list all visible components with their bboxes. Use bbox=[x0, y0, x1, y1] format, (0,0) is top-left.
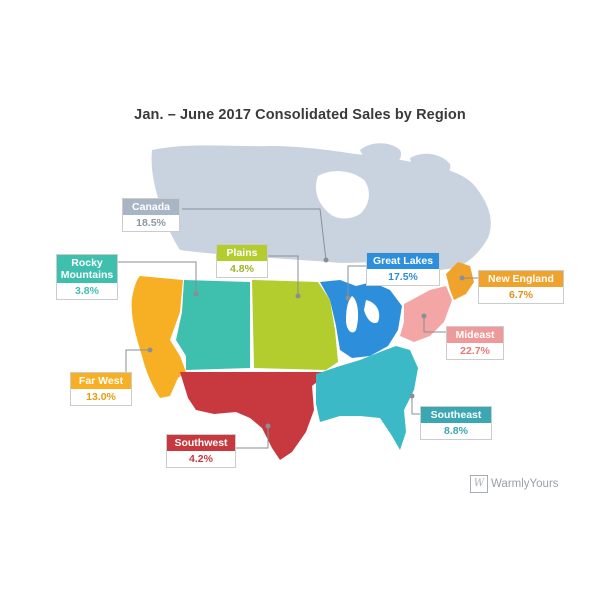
label-new-england-value: 6.7% bbox=[509, 289, 533, 301]
label-southeast-value: 8.8% bbox=[444, 425, 468, 437]
dot-rocky bbox=[193, 291, 199, 297]
region-great-lakes bbox=[320, 280, 402, 358]
label-canada-value: 18.5% bbox=[136, 217, 166, 229]
label-mideast: Mideast 22.7% bbox=[446, 326, 504, 360]
brand-text: WarmlyYours bbox=[491, 478, 559, 490]
region-far-west bbox=[131, 276, 186, 398]
dot-far-west bbox=[147, 347, 153, 353]
region-rocky-mountains bbox=[176, 280, 250, 370]
region-mideast bbox=[400, 286, 452, 342]
leader-rocky bbox=[118, 261, 197, 294]
leader-far-west bbox=[125, 349, 150, 374]
label-rocky-mountains-value: 3.8% bbox=[75, 285, 99, 297]
label-rocky-mountains: Rocky Mountains 3.8% bbox=[56, 254, 118, 300]
leader-canada bbox=[182, 208, 327, 261]
warmlyyours-logo-icon: W bbox=[470, 475, 488, 493]
leader-great-lakes bbox=[347, 265, 366, 298]
region-canada bbox=[151, 145, 491, 270]
dot-southwest bbox=[265, 423, 271, 429]
label-great-lakes: Great Lakes 17.5% bbox=[366, 252, 440, 286]
label-plains-value: 4.8% bbox=[230, 263, 254, 275]
label-canada-name: Canada bbox=[123, 199, 179, 215]
label-southwest: Southwest 4.2% bbox=[166, 434, 236, 468]
dot-great-lakes bbox=[345, 295, 351, 301]
label-plains-name: Plains bbox=[217, 245, 267, 261]
label-southeast: Southeast 8.8% bbox=[420, 406, 492, 440]
label-far-west-value: 13.0% bbox=[86, 391, 116, 403]
label-southeast-name: Southeast bbox=[421, 407, 491, 423]
dot-new-england bbox=[459, 275, 465, 281]
leader-plains bbox=[268, 255, 299, 296]
lake-huron bbox=[364, 300, 380, 324]
map-title: Jan. – June 2017 Consolidated Sales by R… bbox=[134, 107, 466, 123]
label-canada: Canada 18.5% bbox=[122, 198, 180, 232]
label-mideast-name: Mideast bbox=[447, 327, 503, 343]
label-new-england: New England 6.7% bbox=[478, 270, 564, 304]
dot-southeast bbox=[409, 393, 415, 399]
label-southwest-name: Southwest bbox=[167, 435, 235, 451]
label-great-lakes-value: 17.5% bbox=[388, 271, 418, 283]
dot-plains bbox=[295, 293, 301, 299]
dot-mideast bbox=[421, 313, 427, 319]
region-new-england bbox=[446, 262, 474, 300]
leader-mideast bbox=[423, 316, 446, 333]
dot-canada bbox=[323, 257, 329, 263]
lake-michigan bbox=[346, 296, 359, 333]
region-plains bbox=[252, 280, 338, 370]
canada-island-1 bbox=[360, 143, 402, 166]
canada-island-2 bbox=[410, 153, 451, 177]
label-plains: Plains 4.8% bbox=[216, 244, 268, 278]
label-rocky-mountains-name: Rocky Mountains bbox=[57, 255, 117, 283]
label-mideast-value: 22.7% bbox=[460, 345, 490, 357]
label-far-west: Far West 13.0% bbox=[70, 372, 132, 406]
label-great-lakes-name: Great Lakes bbox=[367, 253, 439, 269]
leader-southwest bbox=[236, 426, 269, 449]
region-southwest bbox=[180, 372, 330, 460]
leader-southeast bbox=[411, 396, 420, 415]
region-southeast bbox=[316, 346, 418, 450]
label-southwest-value: 4.2% bbox=[189, 453, 213, 465]
label-far-west-name: Far West bbox=[71, 373, 131, 389]
hudson-bay bbox=[315, 171, 369, 219]
brand-logo: W WarmlyYours bbox=[470, 475, 559, 493]
label-new-england-name: New England bbox=[479, 271, 563, 287]
